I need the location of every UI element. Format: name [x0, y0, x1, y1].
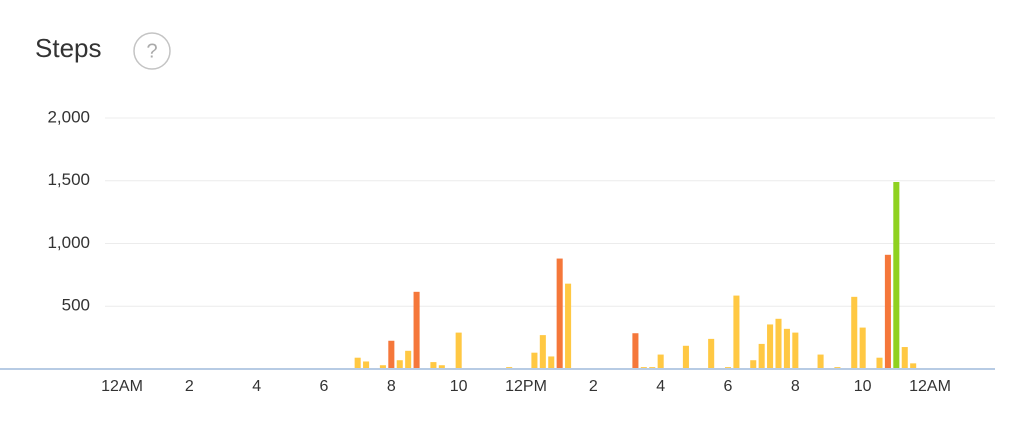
bar — [859, 327, 866, 369]
x-tick-label: 12AM — [101, 378, 143, 395]
bar — [413, 291, 420, 369]
bar — [657, 354, 664, 369]
help-icon-label[interactable]: ? — [146, 40, 157, 62]
y-tick-label: 2,000 — [47, 107, 90, 126]
chart-title: Steps — [35, 33, 102, 63]
bar — [783, 328, 790, 369]
bar — [354, 357, 361, 369]
bar — [455, 332, 462, 369]
bar — [901, 347, 908, 369]
x-tick-label: 6 — [320, 378, 329, 395]
bar — [851, 296, 858, 369]
bar — [682, 345, 689, 369]
bar — [775, 318, 782, 369]
bar — [708, 338, 715, 369]
bar — [817, 354, 824, 369]
bar — [758, 343, 765, 369]
bar — [379, 365, 386, 369]
bar — [438, 365, 445, 369]
bar — [792, 332, 799, 369]
bar — [363, 361, 370, 369]
bar — [884, 254, 891, 369]
bar — [910, 363, 917, 369]
bar — [632, 333, 639, 369]
x-tick-label: 10 — [450, 378, 468, 395]
bar — [430, 362, 437, 369]
x-tick-label: 12AM — [909, 378, 951, 395]
help-icon[interactable] — [133, 32, 171, 70]
x-tick-label: 8 — [387, 378, 396, 395]
bar — [396, 360, 403, 369]
bar — [548, 356, 555, 369]
bar — [531, 352, 538, 369]
bar — [556, 258, 563, 369]
x-tick-label: 4 — [656, 378, 665, 395]
y-tick-label: 1,000 — [47, 233, 90, 252]
bar — [388, 340, 395, 369]
bar — [539, 335, 546, 369]
x-tick-label: 12PM — [505, 378, 547, 395]
bar — [733, 295, 740, 369]
bar — [565, 283, 572, 369]
x-tick-label: 6 — [724, 378, 733, 395]
x-tick-label: 4 — [252, 378, 261, 395]
y-tick-label: 1,500 — [47, 170, 90, 189]
x-tick-label: 8 — [791, 378, 800, 395]
x-tick-label: 10 — [854, 378, 872, 395]
bar — [405, 350, 412, 369]
bar — [750, 360, 757, 369]
bar — [893, 182, 900, 369]
y-tick-label: 500 — [62, 296, 90, 315]
x-tick-label: 2 — [185, 378, 194, 395]
bar — [876, 357, 883, 369]
x-tick-label: 2 — [589, 378, 598, 395]
bar — [767, 324, 774, 369]
